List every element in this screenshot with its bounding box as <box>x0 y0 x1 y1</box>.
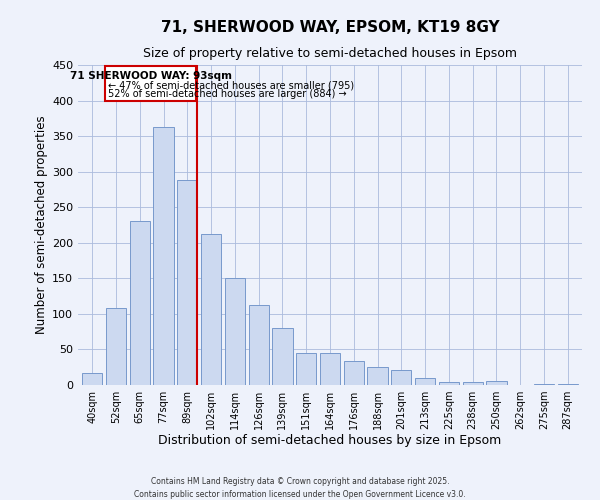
Text: Size of property relative to semi-detached houses in Epsom: Size of property relative to semi-detach… <box>143 48 517 60</box>
Bar <box>463 382 483 385</box>
Bar <box>154 127 173 385</box>
Y-axis label: Number of semi-detached properties: Number of semi-detached properties <box>35 116 48 334</box>
Bar <box>367 367 388 385</box>
Bar <box>344 361 364 385</box>
Text: 71, SHERWOOD WAY, EPSOM, KT19 8GY: 71, SHERWOOD WAY, EPSOM, KT19 8GY <box>161 20 499 35</box>
Bar <box>439 382 459 385</box>
Bar <box>177 180 197 385</box>
Bar <box>106 308 126 385</box>
Bar <box>130 222 150 385</box>
Bar <box>201 234 221 385</box>
Text: Contains HM Land Registry data © Crown copyright and database right 2025.: Contains HM Land Registry data © Crown c… <box>151 478 449 486</box>
Bar <box>296 353 316 385</box>
Bar <box>415 378 435 385</box>
Text: 71 SHERWOOD WAY: 93sqm: 71 SHERWOOD WAY: 93sqm <box>70 70 232 81</box>
FancyBboxPatch shape <box>106 66 196 100</box>
Bar <box>320 353 340 385</box>
X-axis label: Distribution of semi-detached houses by size in Epsom: Distribution of semi-detached houses by … <box>158 434 502 446</box>
Text: 52% of semi-detached houses are larger (884) →: 52% of semi-detached houses are larger (… <box>108 89 346 99</box>
Bar <box>487 382 506 385</box>
Text: Contains public sector information licensed under the Open Government Licence v3: Contains public sector information licen… <box>134 490 466 499</box>
Bar <box>225 278 245 385</box>
Bar <box>557 384 578 385</box>
Bar <box>391 370 412 385</box>
Text: ← 47% of semi-detached houses are smaller (795): ← 47% of semi-detached houses are smalle… <box>108 80 354 90</box>
Bar <box>272 328 293 385</box>
Bar <box>82 373 103 385</box>
Bar <box>248 306 269 385</box>
Bar <box>534 384 554 385</box>
